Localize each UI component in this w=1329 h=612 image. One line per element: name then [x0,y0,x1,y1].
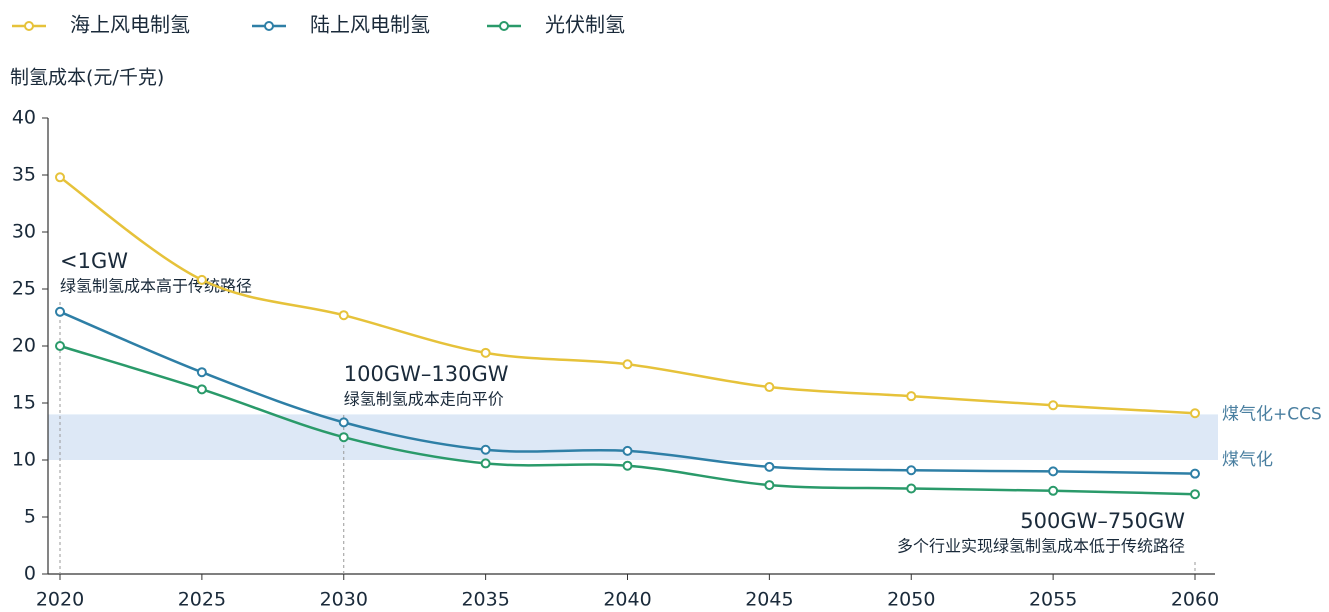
point [480,444,491,455]
point [1190,468,1200,479]
legend-label: 海上风电制氢 [70,13,190,37]
point [764,480,775,491]
point [906,465,917,476]
y-tick-label: 10 [12,449,36,471]
annotation-title: <1GW [60,249,128,273]
x-tick-label: 2020 [36,589,84,611]
y-tick-label: 15 [12,392,36,414]
point [622,445,633,456]
y-tick-label: 0 [24,563,36,585]
point [196,384,207,395]
x-tick-label: 2050 [887,589,935,611]
y-tick-label: 30 [12,221,36,243]
series-line [59,176,1196,415]
point [906,391,917,402]
point [55,306,65,317]
point [1048,400,1059,411]
annotation-text: 多个行业实现绿氢制氢成本低于传统路径 [897,537,1185,556]
x-tick-label: 2025 [178,589,226,611]
point [196,367,207,378]
legend-label: 光伏制氢 [545,13,625,37]
reference-band [48,414,1218,460]
point [764,461,775,472]
annotation-text: 绿氢制氢成本走向平价 [344,390,504,409]
annotation-title: 500GW–750GW [1020,509,1185,533]
y-tick-label: 20 [12,335,36,357]
point [196,274,207,285]
y-tick-label: 40 [12,107,36,129]
band-label: 煤气化+CCS [1222,404,1322,424]
y-tick-label: 5 [24,506,36,528]
point [906,483,917,494]
point [338,310,349,321]
point [55,341,65,351]
x-tick-label: 2045 [745,589,793,611]
point [1190,489,1200,500]
y-tick-label: 25 [12,278,36,300]
legend-marker [499,21,509,31]
point [480,347,491,358]
point [1190,408,1200,419]
x-tick-label: 2030 [320,589,368,611]
point [1048,485,1059,496]
point [764,382,775,393]
y-tick-label: 35 [12,164,36,186]
legend-label: 陆上风电制氢 [310,13,430,37]
band-label: 煤气化 [1222,450,1273,470]
x-tick-label: 2040 [603,589,651,611]
x-tick-label: 2060 [1171,589,1219,611]
point [622,460,633,471]
series-line [59,344,1196,496]
legend-marker [264,21,274,31]
x-tick-label: 2055 [1029,589,1077,611]
point [1048,466,1059,477]
legend-marker [24,21,34,31]
point [480,458,491,469]
y-axis-label: 制氢成本(元/千克) [10,67,164,89]
annotation-text: 绿氢制氢成本高于传统路径 [60,277,252,296]
annotation-title: 100GW–130GW [344,362,509,386]
point [622,359,633,370]
x-tick-label: 2035 [461,589,509,611]
point [338,417,349,428]
series-line [59,310,1196,475]
point [55,172,65,183]
point [338,432,349,443]
